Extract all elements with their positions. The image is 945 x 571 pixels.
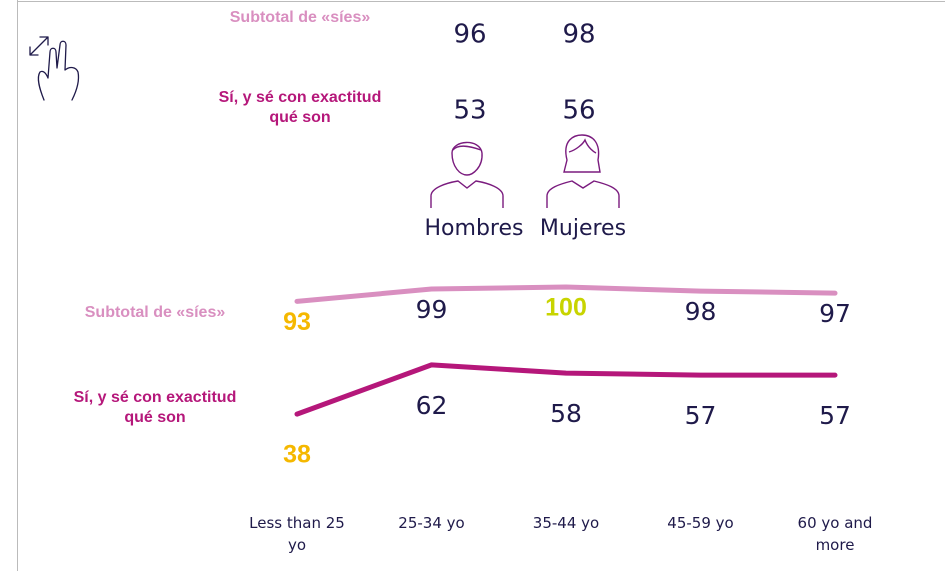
- data-label: 98: [685, 297, 717, 326]
- line: [294, 362, 838, 417]
- gender-value: 98: [562, 20, 595, 50]
- x-tick-label: 45-59 yo: [667, 514, 734, 532]
- data-label: 97: [819, 299, 851, 328]
- row-label: Subtotal de «síes»: [229, 9, 371, 26]
- data-label: 100: [545, 294, 587, 322]
- man-icon: [430, 141, 504, 208]
- gender-value: 53: [453, 96, 486, 126]
- line: [294, 284, 838, 304]
- woman-icon: [546, 134, 620, 208]
- data-label: 38: [283, 441, 311, 469]
- x-tick-label: 35-44 yo: [532, 514, 600, 532]
- gesture-icon: [29, 36, 80, 101]
- data-label: 57: [819, 401, 851, 430]
- x-tick-label: Less than 25 yo: [249, 514, 345, 554]
- data-label: 57: [685, 401, 717, 430]
- series-label: Subtotal de «síes»: [84, 304, 226, 321]
- x-tick-label: 25-34 yo: [398, 514, 465, 532]
- row-label: Sí, y sé con exactitud qué son: [218, 89, 382, 126]
- gender-value: 56: [562, 96, 595, 126]
- series-label: Sí, y sé con exactitud qué son: [73, 389, 237, 426]
- gender-name: Mujeres: [540, 216, 626, 241]
- data-label: 58: [550, 399, 582, 428]
- x-tick-label: 60 yo and more: [797, 514, 873, 554]
- data-label: 62: [416, 391, 448, 420]
- data-label: 99: [416, 295, 448, 324]
- gender-name: Hombres: [425, 216, 524, 241]
- gender-value: 96: [453, 20, 486, 50]
- data-label: 93: [283, 308, 311, 336]
